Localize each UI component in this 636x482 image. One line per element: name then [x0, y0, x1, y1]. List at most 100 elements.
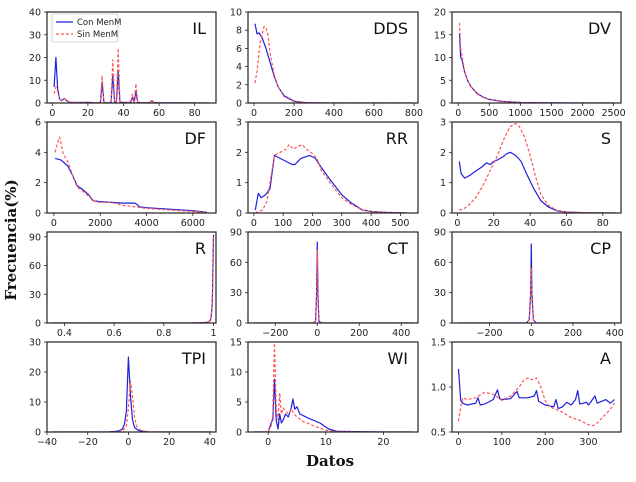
- panel-title-tpi: TPI: [181, 349, 206, 368]
- y-tick-label: 0: [35, 99, 41, 110]
- x-tick-label: 300: [333, 218, 351, 229]
- y-tick-label: 90: [230, 228, 242, 239]
- x-tick-label: 0: [455, 437, 461, 448]
- series-sin-menm-df: [54, 136, 207, 213]
- y-tick-label: 3: [440, 118, 446, 129]
- y-tick-label: 3: [236, 118, 242, 129]
- x-tick-label: 500: [391, 218, 409, 229]
- series-sin-menm-il: [53, 47, 209, 103]
- x-tick-label: 0: [251, 218, 257, 229]
- x-tick-label: 20: [82, 108, 94, 119]
- y-tick-label: 2: [236, 80, 242, 91]
- x-tick-label: 100: [274, 218, 292, 229]
- y-tick-label: 2: [440, 148, 446, 159]
- series-sin-menm-rr: [255, 144, 407, 213]
- axes-frame-s: [451, 121, 622, 214]
- x-tick-label: −40: [37, 437, 57, 448]
- x-tick-label: 400: [362, 218, 380, 229]
- y-tick-label: 0: [440, 209, 446, 220]
- x-tick-label: 400: [606, 328, 624, 339]
- legend-label-sin-menm: Sin MenM: [77, 30, 118, 40]
- x-tick-label: 300: [579, 437, 597, 448]
- y-tick-label: 4: [236, 62, 242, 73]
- y-tick-label: 1: [440, 178, 446, 189]
- x-tick-label: 800: [405, 108, 423, 119]
- y-tick-label: 0: [35, 319, 41, 330]
- y-tick-label: 20: [434, 8, 446, 19]
- y-tick-label: 60: [29, 261, 41, 272]
- series-con-menm-wi: [253, 378, 413, 432]
- axes-frame-wi: [247, 341, 419, 433]
- x-tick-label: 2000: [88, 218, 112, 229]
- axes-frame-rr: [247, 121, 419, 214]
- y-axis-label: Frecuencia(%): [2, 179, 20, 300]
- x-tick-label: 400: [392, 328, 410, 339]
- x-tick-label: 4000: [134, 218, 158, 229]
- y-tick-label: 30: [230, 288, 242, 299]
- panel-title-dds: DDS: [373, 19, 408, 38]
- panel-rr: 0 100 200 300 400 500 0 1 2 3 RR: [236, 118, 419, 229]
- x-tick-label: 0: [528, 328, 534, 339]
- y-tick-label: 30: [434, 288, 446, 299]
- y-tick-label: 90: [434, 228, 446, 239]
- x-tick-label: 0.4: [57, 328, 72, 339]
- x-tick-label: 0: [314, 328, 320, 339]
- y-tick-label: 6: [35, 118, 41, 129]
- x-tick-label: 20: [163, 437, 175, 448]
- y-tick-label: 0: [440, 99, 446, 110]
- x-tick-label: 100: [493, 437, 511, 448]
- y-tick-label: 30: [29, 338, 41, 349]
- x-tick-label: 20: [488, 218, 500, 229]
- y-tick-label: 0: [236, 209, 242, 220]
- x-tick-label: 0: [265, 437, 271, 448]
- panel-title-il: IL: [192, 19, 206, 38]
- series-con-menm-il: [53, 56, 209, 103]
- y-tick-label: 10: [29, 398, 41, 409]
- panel-r: 0.4 0.6 0.8 1 0 30 60 90 R: [29, 231, 217, 339]
- x-tick-label: 6000: [181, 218, 205, 229]
- y-tick-label: 0: [236, 99, 242, 110]
- y-tick-label: 10: [29, 76, 41, 87]
- x-tick-label: 1000: [508, 108, 532, 119]
- series-con-menm-r: [52, 234, 215, 323]
- x-tick-label: 600: [365, 108, 383, 119]
- x-tick-label: 0: [251, 108, 257, 119]
- x-tick-label: 200: [285, 108, 303, 119]
- y-tick-label: 5: [440, 76, 446, 87]
- axes-frame-df: [46, 121, 217, 214]
- x-tick-label: −20: [78, 437, 98, 448]
- axes-frame-a: [451, 341, 622, 433]
- panel-title-rr: RR: [386, 129, 408, 148]
- series-sin-menm-tpi: [53, 380, 212, 432]
- x-tick-label: 0: [49, 108, 55, 119]
- y-tick-label: 1: [236, 178, 242, 189]
- panel-title-cp: CP: [590, 239, 611, 258]
- panel-title-r: R: [195, 239, 206, 258]
- panel-ct: −200 0 200 400 0 30 60 90 CT: [230, 228, 419, 339]
- y-tick-label: 0: [35, 428, 41, 439]
- y-tick-label: 60: [434, 258, 446, 269]
- y-tick-label: 30: [29, 30, 41, 41]
- y-tick-label: 90: [29, 232, 41, 243]
- x-tick-label: 60: [560, 218, 572, 229]
- x-tick-label: 40: [524, 218, 536, 229]
- y-tick-label: 4: [35, 148, 41, 159]
- series-sin-menm-dds: [254, 26, 412, 103]
- axes-frame-tpi: [46, 341, 217, 433]
- x-tick-label: 0.8: [156, 328, 171, 339]
- series-con-menm-a: [457, 368, 615, 410]
- y-tick-label: 20: [29, 368, 41, 379]
- panel-dv: 0 500 1000 1500 2000 2500 0 5 10 15 20 DV: [434, 8, 626, 120]
- x-tick-label: 80: [597, 218, 609, 229]
- x-tick-label: −200: [262, 328, 288, 339]
- y-tick-label: 15: [230, 338, 242, 349]
- series-con-menm-s: [458, 151, 616, 213]
- series-con-menm-dv: [458, 33, 614, 103]
- panel-title-s: S: [601, 129, 611, 148]
- panel-title-wi: WI: [387, 349, 408, 368]
- x-tick-label: 0: [51, 218, 57, 229]
- x-tick-label: 2000: [570, 108, 594, 119]
- panel-s: 0 20 40 60 80 0 1 2 3 S: [440, 118, 622, 229]
- panel-il: 0 20 40 60 80 0 10 20 30 40 IL: [29, 8, 217, 119]
